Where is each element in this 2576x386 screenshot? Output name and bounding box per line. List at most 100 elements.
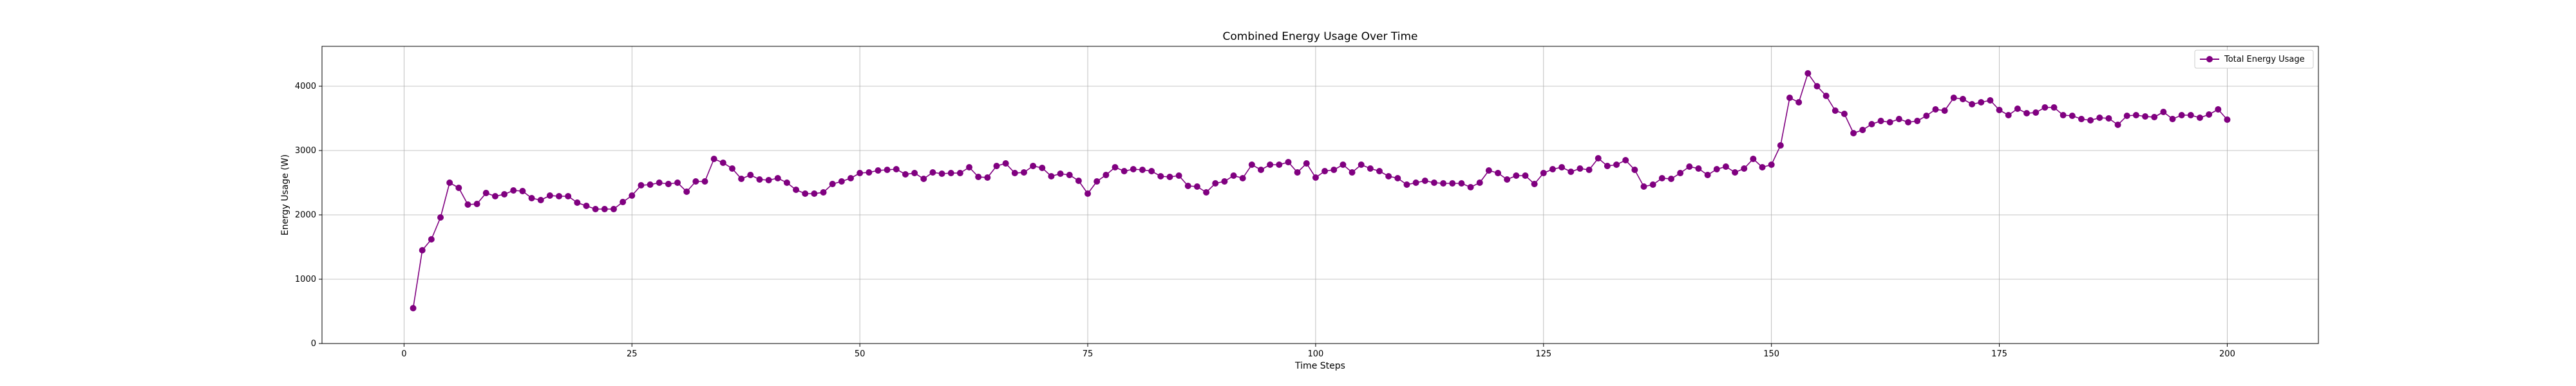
x-tick-label: 200 [2219, 349, 2235, 359]
data-point [756, 176, 763, 183]
data-point [1886, 119, 1893, 125]
data-point [1257, 167, 1264, 173]
data-point [802, 190, 809, 197]
data-point [1230, 172, 1237, 179]
data-point [1722, 163, 1729, 170]
data-point [464, 201, 471, 208]
data-point [719, 160, 726, 166]
data-point [747, 172, 754, 178]
data-point [2023, 110, 2031, 116]
data-point [1221, 178, 1228, 185]
data-point [1331, 167, 1338, 173]
data-point [929, 169, 936, 176]
data-point [1704, 172, 1711, 178]
data-point [710, 156, 717, 162]
y-tick-label: 4000 [295, 82, 316, 91]
data-point [1066, 172, 1073, 178]
x-tick-label: 0 [401, 349, 406, 359]
data-point [857, 170, 864, 176]
data-point [620, 199, 627, 205]
y-tick-label: 2000 [295, 210, 316, 220]
data-point [1467, 184, 1474, 190]
data-point [1613, 161, 1620, 168]
data-point [656, 179, 663, 186]
data-point [1285, 159, 1292, 165]
data-point [1294, 169, 1301, 176]
data-point [1084, 190, 1092, 197]
data-point [482, 190, 489, 196]
data-point [565, 193, 572, 199]
data-point [975, 174, 982, 180]
legend-marker-swatch [2206, 56, 2213, 62]
data-point [1713, 166, 1720, 172]
data-point [993, 163, 1000, 169]
data-point [2087, 117, 2094, 124]
data-point [1513, 172, 1520, 179]
data-point [1376, 168, 1383, 174]
data-point [1212, 180, 1219, 187]
data-point [473, 201, 480, 207]
data-point [2096, 115, 2103, 121]
data-point [2151, 114, 2158, 120]
data-point [1531, 181, 1538, 187]
data-point [647, 181, 654, 188]
data-point [1449, 180, 1456, 187]
data-point [1577, 165, 1584, 172]
data-point [1495, 170, 1502, 176]
data-point [1458, 180, 1465, 187]
data-point [2224, 116, 2231, 123]
data-point [1312, 174, 1319, 181]
data-point [1941, 107, 1948, 114]
data-point [1340, 161, 1347, 168]
data-point [1385, 173, 1392, 179]
data-point [920, 176, 927, 182]
data-point [1394, 175, 1401, 181]
data-point [519, 188, 526, 194]
data-point [938, 170, 945, 177]
chart-title: Combined Energy Usage Over Time [1223, 30, 1418, 43]
data-point [1932, 106, 1939, 113]
data-point [1832, 107, 1839, 114]
data-point [1267, 161, 1274, 168]
data-point [2105, 115, 2112, 122]
data-point [2123, 113, 2130, 119]
series-layer [410, 70, 2231, 311]
data-point [2060, 112, 2067, 118]
data-point [528, 195, 535, 201]
legend-label: Total Energy Usage [2224, 55, 2305, 64]
data-point [893, 166, 900, 172]
data-point [1695, 165, 1702, 172]
data-point [1367, 165, 1374, 172]
data-point [1868, 121, 1875, 127]
data-point [1239, 175, 1246, 181]
data-point [1640, 183, 1647, 190]
data-point [966, 164, 973, 170]
data-point [774, 175, 781, 181]
data-point [1139, 167, 1146, 173]
data-point [902, 171, 909, 178]
data-point [1996, 107, 2003, 113]
y-axis-label: Energy Usage (W) [280, 154, 290, 235]
x-tick-label: 125 [1535, 349, 1551, 359]
data-point [1485, 167, 1492, 174]
x-tick-label: 150 [1763, 349, 1779, 359]
data-point [1184, 183, 1191, 189]
data-point [1094, 178, 1101, 185]
data-point [1349, 169, 1356, 176]
y-tick-label: 1000 [295, 275, 316, 284]
data-point [1203, 189, 1210, 196]
plot-area-frame [321, 46, 2319, 344]
x-tick-label: 50 [855, 349, 866, 359]
data-point [437, 214, 444, 221]
data-point [1850, 130, 1857, 136]
data-point [574, 199, 581, 206]
data-point [1622, 157, 1629, 163]
data-point [1112, 164, 1119, 170]
data-point [2160, 109, 2167, 115]
data-point [1686, 163, 1693, 170]
legend-box [2194, 50, 2314, 69]
data-point [2005, 112, 2012, 118]
data-point [1157, 173, 1164, 179]
data-point [1002, 160, 1009, 167]
data-point [1959, 96, 1966, 102]
